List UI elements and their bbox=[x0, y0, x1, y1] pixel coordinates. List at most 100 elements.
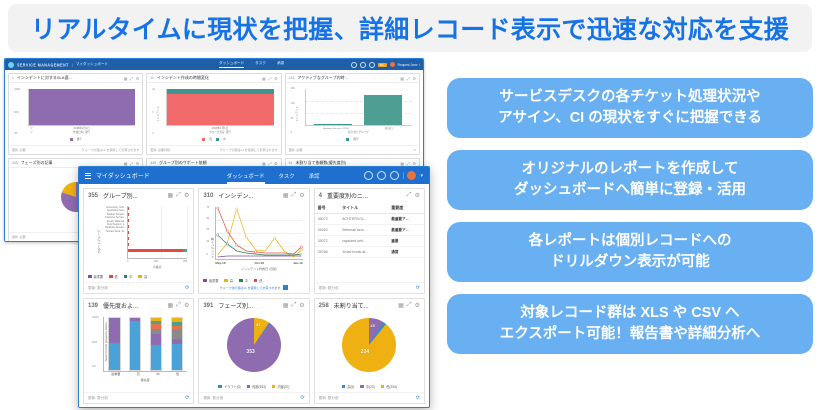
grid-icon[interactable]: ▦ bbox=[123, 75, 128, 81]
help-icon[interactable] bbox=[376, 171, 386, 180]
table-row[interactable]: 35073 ACHTERVOL... 最重要ア... bbox=[314, 213, 424, 225]
cell-number[interactable]: 35766 bbox=[314, 246, 340, 258]
back-widget-incident-trend[interactable]: 11 インシデント作成の時間変化 ▦ ⤢ ⚙ インシデント 10 5 bbox=[146, 73, 282, 155]
table-row[interactable]: 35766 Xmas break at... 通常 bbox=[314, 246, 424, 258]
col-severity[interactable]: 重要度 bbox=[388, 202, 424, 214]
widget-actions: ⤢ ⚙ bbox=[407, 192, 420, 199]
widget-count: 449 bbox=[150, 161, 156, 165]
front-widget-phase-pie[interactable]: 391 フェーズ別... ▦ ⤢ ⚙ 37 bbox=[198, 298, 310, 404]
chevron-down-icon[interactable]: ▾ bbox=[420, 172, 423, 179]
back-widget-active-group[interactable]: 124 アクティブなグループ内時... ▦ ⤢ ⚙ インシデント 150 100 bbox=[284, 73, 420, 155]
table-row[interactable]: 34263 Webmail serv... 最重要ア... bbox=[314, 224, 424, 236]
cell-number[interactable]: 35073 bbox=[314, 213, 340, 225]
ytick-mid: 5 bbox=[152, 111, 154, 114]
col-title[interactable]: タイトル bbox=[339, 202, 389, 214]
gear-icon[interactable]: ⚙ bbox=[414, 303, 420, 309]
expand-icon[interactable]: ⤢ bbox=[406, 192, 412, 198]
expand-icon[interactable]: ⤢ bbox=[176, 192, 181, 198]
cell-title[interactable]: Xmas break at... bbox=[339, 246, 389, 258]
widget-footer: 更新: 必要同様 グループの値はv1 を使用して計算されます bbox=[147, 145, 281, 154]
front-widget-priority-stacked[interactable]: 139 優先度およ... ▦ ⤢ ⚙ Percent to Count grou… bbox=[83, 298, 195, 404]
front-dashboard-window[interactable]: マイダッシュボード ダッシュボード タスク 承認 ▾ bbox=[78, 166, 430, 408]
cell-number[interactable]: 34263 bbox=[314, 224, 340, 236]
grid-icon[interactable]: ▦ bbox=[398, 303, 404, 309]
gear-icon[interactable]: ⚙ bbox=[274, 75, 278, 81]
cell-title[interactable]: ACHTERVOL... bbox=[339, 213, 389, 225]
front-widget-severity-table[interactable]: 4 重要度別のニ... ⤢ ⚙ 番号 タイトル bbox=[313, 188, 425, 294]
refresh-icon[interactable]: ⟳ bbox=[185, 285, 190, 291]
expand-icon[interactable]: ⤢ bbox=[130, 75, 134, 81]
expand-icon[interactable]: ⤢ bbox=[268, 75, 272, 81]
tab-approval[interactable]: 承認 bbox=[308, 173, 320, 180]
gear-icon[interactable]: ⚙ bbox=[135, 75, 140, 81]
app-logo-icon bbox=[8, 61, 14, 68]
widget-actions: ▦ ⤢ ⚙ bbox=[400, 161, 416, 166]
help-icon[interactable] bbox=[359, 61, 366, 68]
gear-icon[interactable]: ⚙ bbox=[183, 303, 190, 309]
front-widget-incident-trend[interactable]: 310 インシデン... ▦ ⤢ ⚙ インシデント数 70 50 bbox=[198, 188, 310, 294]
grid-icon[interactable]: ▦ bbox=[167, 193, 174, 199]
gear-icon[interactable]: ⚙ bbox=[412, 160, 416, 166]
back-widget-sla[interactable]: 1 インシデントに対するSLA遵... ▦ ⤢ ⚙ インシデントに対するSLA遵… bbox=[8, 73, 144, 155]
grid-icon[interactable]: ▦ bbox=[400, 75, 405, 81]
expand-icon[interactable]: ⤢ bbox=[406, 160, 410, 166]
col-number[interactable]: 番号 bbox=[314, 202, 340, 214]
expand-icon[interactable]: ⤢ bbox=[291, 302, 297, 308]
ytick-50: 50 bbox=[290, 117, 294, 120]
grid-icon[interactable]: ▦ bbox=[167, 303, 174, 309]
front-widget-group-requests[interactable]: 355 グループ別... ▦ ⤢ ⚙ サポートグループ Accounting, bbox=[83, 188, 195, 294]
refresh-icon[interactable]: ⟳ bbox=[415, 285, 420, 291]
slice-label-353: 353 bbox=[246, 349, 255, 356]
expand-icon[interactable]: ⤢ bbox=[176, 302, 181, 308]
expand-icon[interactable]: ⤢ bbox=[406, 302, 412, 308]
refresh-icon[interactable]: ⟳ bbox=[185, 395, 190, 401]
avatar[interactable] bbox=[407, 171, 417, 180]
grid-icon[interactable]: ▦ bbox=[123, 160, 128, 166]
clock-icon[interactable] bbox=[368, 61, 375, 68]
expand-icon[interactable]: ⤢ bbox=[406, 75, 410, 81]
cell-title[interactable]: Webmail serv... bbox=[339, 224, 389, 236]
gear-icon[interactable]: ⚙ bbox=[414, 193, 420, 199]
incident-line-chart: インシデント数 70 50 40 20 0 bbox=[201, 204, 306, 291]
clock-icon[interactable] bbox=[389, 171, 399, 180]
refresh-icon[interactable]: ⟳ bbox=[413, 148, 416, 152]
tab-dashboard[interactable]: ダッシュボード bbox=[219, 61, 245, 68]
front-widget-unassigned-pie[interactable]: 258 未割り当て... ▦ ⤢ ⚙ 23 bbox=[313, 298, 425, 404]
gear-icon[interactable]: ⚙ bbox=[299, 303, 305, 309]
hamburger-icon[interactable] bbox=[85, 172, 91, 179]
widget-count: 11 bbox=[150, 76, 154, 80]
calc-note: グループの値はv1 を使用して計算されます bbox=[81, 148, 140, 152]
gear-icon[interactable]: ⚙ bbox=[183, 193, 190, 199]
search-icon[interactable] bbox=[363, 171, 373, 180]
tab-dashboard[interactable]: ダッシュボード bbox=[227, 167, 265, 184]
callout-line: 対象レコード群は XLS や CSV へ bbox=[520, 305, 740, 322]
expand-icon[interactable]: ⤢ bbox=[291, 192, 297, 198]
grid-icon[interactable]: ▦ bbox=[262, 75, 266, 81]
tab-task[interactable]: タスク bbox=[255, 61, 266, 65]
avatar[interactable] bbox=[389, 62, 395, 67]
refresh-icon[interactable]: ⟳ bbox=[415, 395, 420, 401]
cell-title[interactable]: capsized onh... bbox=[339, 235, 389, 247]
gear-icon[interactable]: ⚙ bbox=[274, 160, 278, 166]
info-icon[interactable] bbox=[283, 285, 289, 290]
update-label: 更新: 数分前 bbox=[88, 395, 108, 400]
grid-icon[interactable]: ▦ bbox=[282, 303, 289, 309]
grid-icon[interactable]: ▦ bbox=[262, 160, 266, 166]
refresh-icon[interactable]: ⟳ bbox=[300, 395, 305, 401]
grid-icon[interactable]: ▦ bbox=[282, 193, 289, 199]
expand-icon[interactable]: ⤢ bbox=[268, 160, 272, 166]
tab-approval[interactable]: 承認 bbox=[276, 61, 285, 65]
notification-badge[interactable]: 99+ bbox=[377, 62, 387, 67]
search-icon[interactable] bbox=[350, 61, 357, 68]
gear-icon[interactable]: ⚙ bbox=[299, 193, 305, 199]
back-widget-row-1: 1 インシデントに対するSLA遵... ▦ ⤢ ⚙ インシデントに対するSLA遵… bbox=[8, 73, 420, 155]
grid-icon[interactable]: ▦ bbox=[400, 160, 405, 166]
widget-footer: 更新: 数分前 ⟳ bbox=[199, 392, 309, 403]
gear-icon[interactable]: ⚙ bbox=[135, 160, 140, 166]
expand-icon[interactable]: ⤢ bbox=[130, 160, 134, 166]
tab-task[interactable]: タスク bbox=[278, 173, 295, 180]
table-row[interactable]: 35072 capsized onh... 重要 bbox=[314, 235, 424, 247]
cell-number[interactable]: 35072 bbox=[314, 235, 340, 247]
widget-actions: ▦ ⤢ ⚙ bbox=[167, 302, 189, 309]
gear-icon[interactable]: ⚙ bbox=[412, 75, 416, 81]
